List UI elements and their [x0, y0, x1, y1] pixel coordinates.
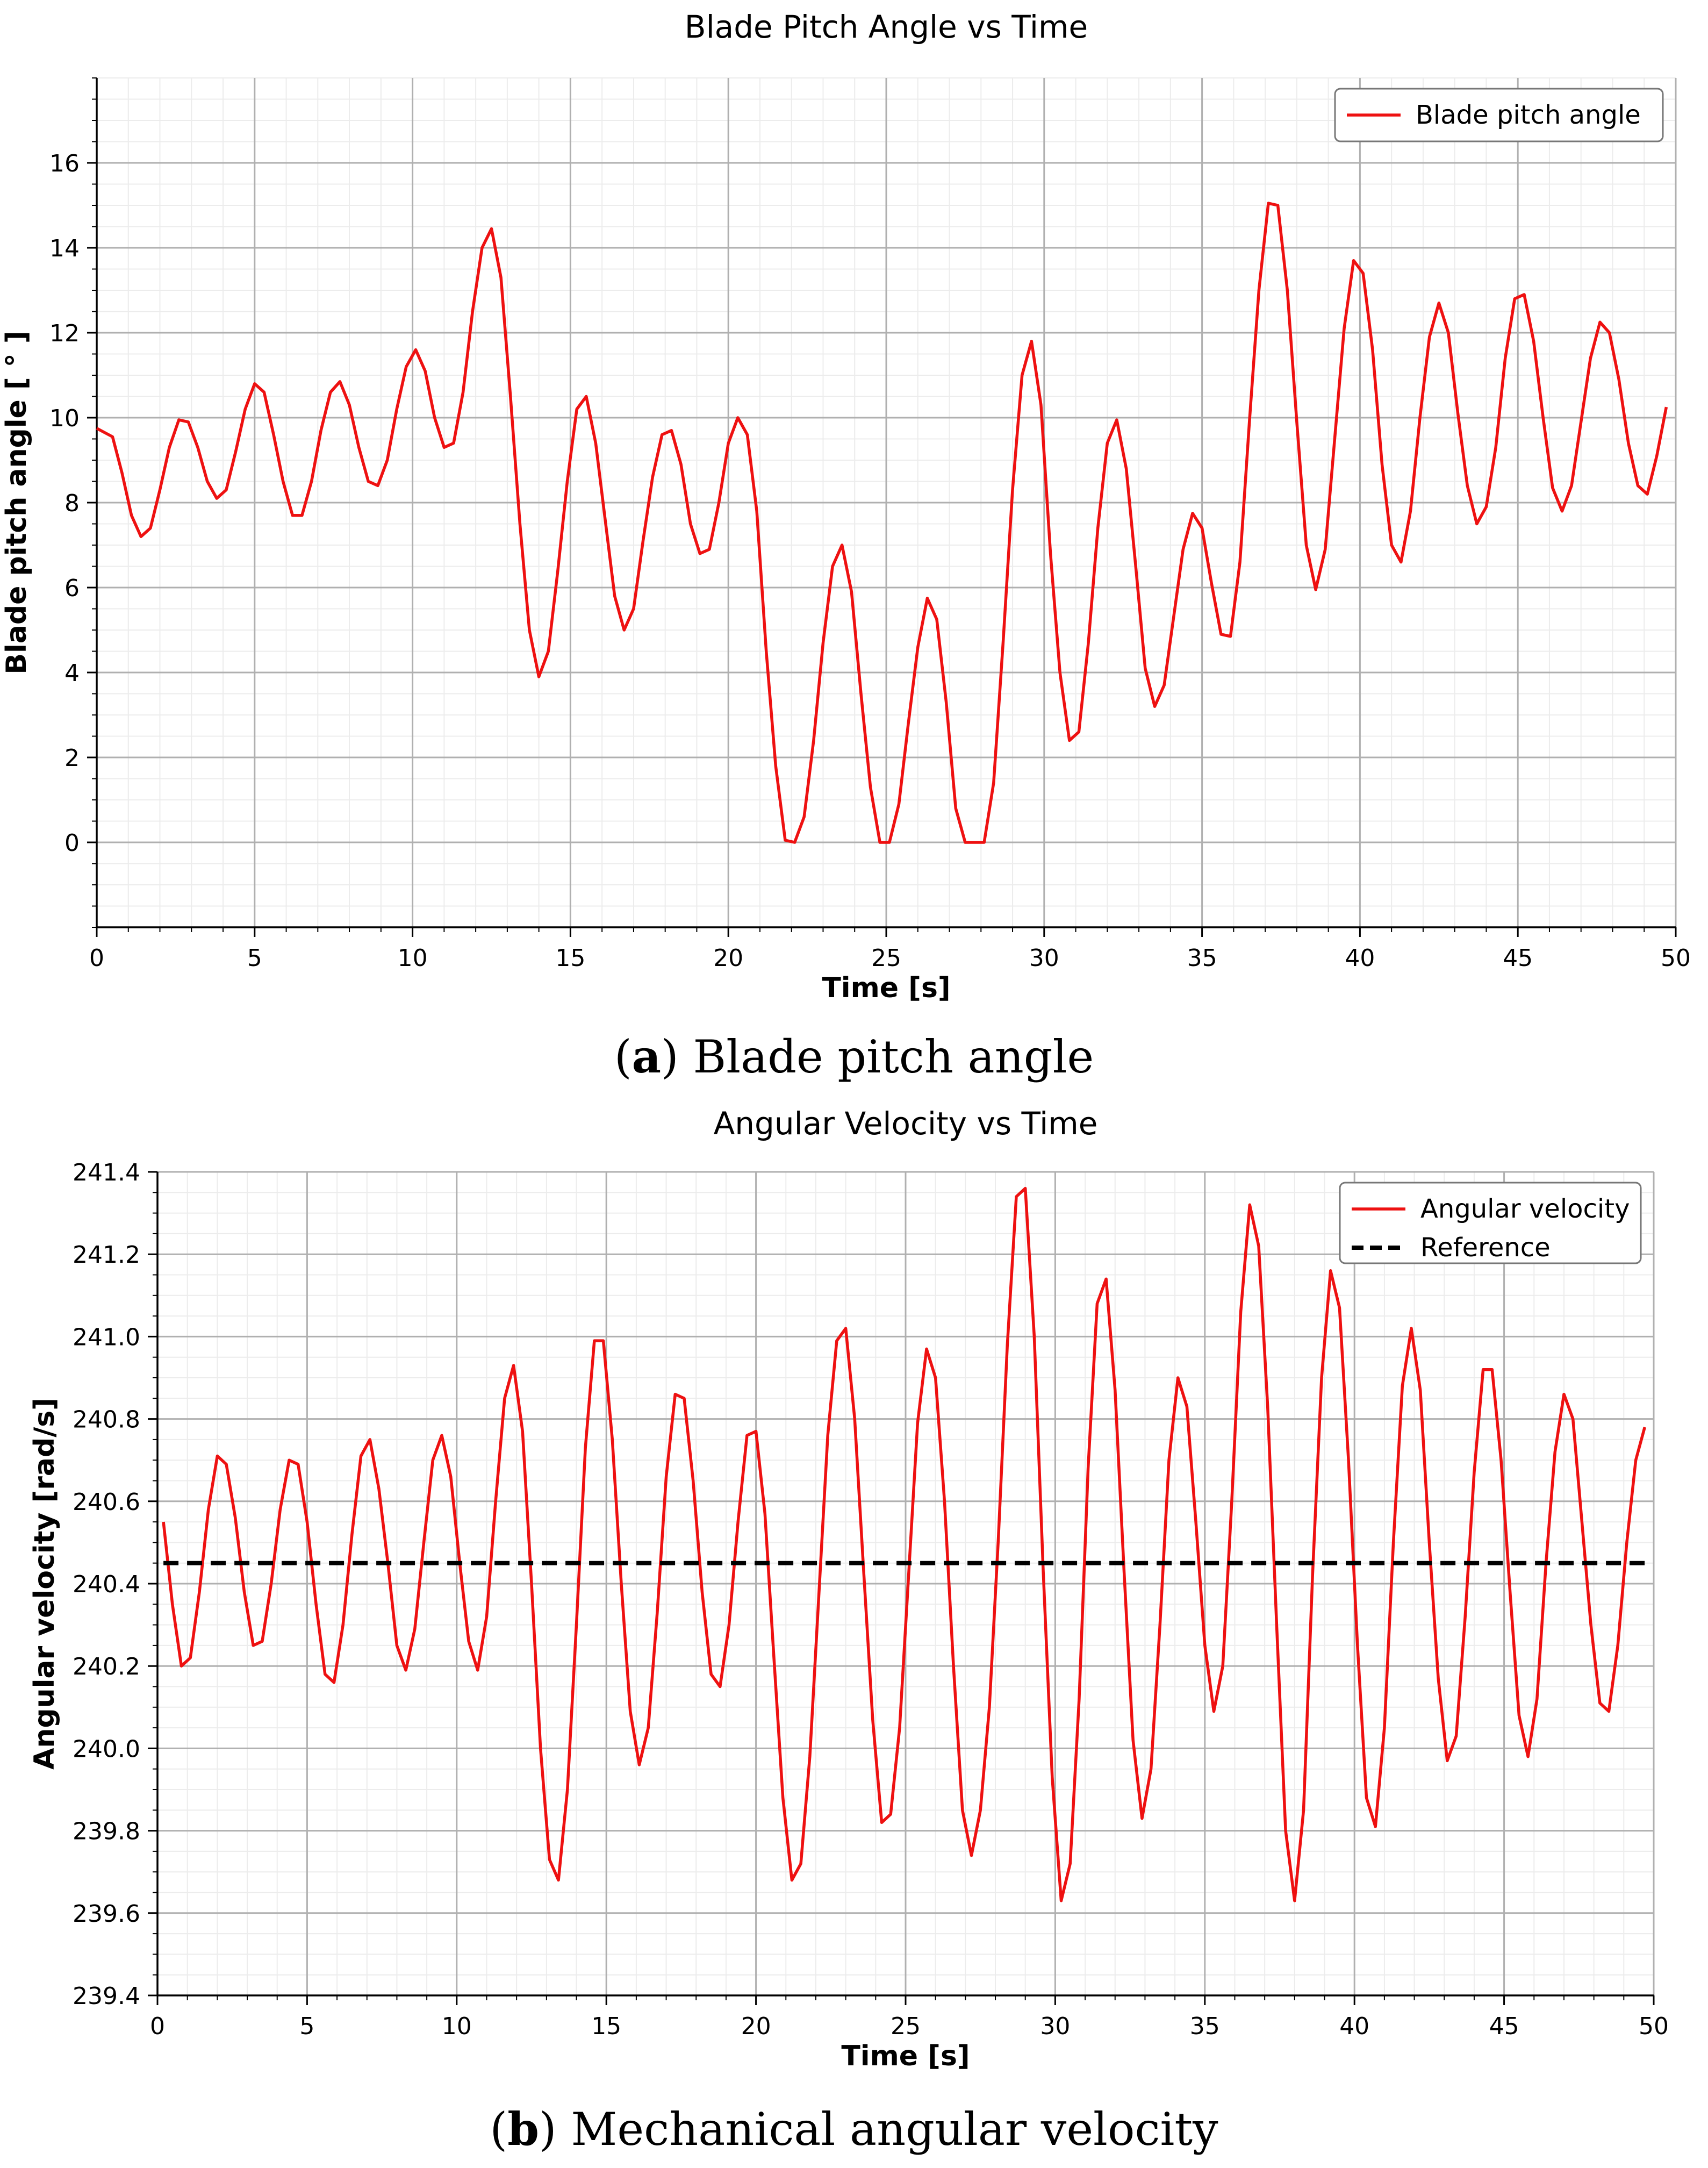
y-tick-label: 241.2	[73, 1241, 140, 1269]
y-tick-label: 239.8	[73, 1818, 140, 1845]
x-tick-label: 15	[591, 2013, 621, 2040]
y-tick-label: 2	[64, 745, 80, 772]
y-tick-label: 4	[64, 660, 80, 687]
x-tick-label: 25	[871, 945, 901, 972]
x-tick-label: 0	[150, 2013, 165, 2040]
x-tick-label: 20	[741, 2013, 771, 2040]
x-tick-label: 5	[247, 945, 262, 972]
y-tick-label: 0	[64, 829, 80, 857]
caption-b-text: Mechanical angular velocity	[557, 2103, 1218, 2156]
y-axis-label: Angular velocity [rad/s]	[28, 1398, 61, 1770]
chart-angular-velocity: 0 5 10 15 20 25 30 35 40 45 50 239.4 239.6 239.8 240.0…	[28, 1105, 1669, 2072]
ticks: 0 5 10 15 20 25 30 35 40 45 50 239.4 239.6 239.8 240.0…	[73, 1159, 1669, 2040]
y-tick-label: 240.6	[73, 1489, 140, 1516]
x-tick-label: 40	[1345, 945, 1375, 972]
y-tick-label: 240.2	[73, 1653, 140, 1680]
y-tick-label: 16	[49, 150, 80, 177]
y-tick-label: 6	[64, 575, 80, 602]
major-grid	[96, 78, 1677, 927]
x-tick-label: 45	[1503, 945, 1533, 972]
x-tick-label: 10	[398, 945, 428, 972]
ticks: 0 5 10 15 20 25 30 35 40 45 50 0 2 4 6 8 10 12 14 16	[49, 77, 1691, 972]
y-tick-label: 12	[49, 320, 80, 347]
caption-b-label: b	[507, 2102, 539, 2156]
y-tick-label: 239.4	[73, 1983, 140, 2010]
y-tick-label: 240.8	[73, 1406, 140, 1434]
y-tick-label: 239.6	[73, 1900, 140, 1928]
caption-b: (b) Mechanical angular velocity	[490, 2102, 1218, 2156]
y-tick-label: 14	[49, 235, 80, 262]
y-tick-label: 241.4	[73, 1159, 140, 1186]
x-tick-label: 0	[89, 945, 104, 972]
y-tick-label: 240.4	[73, 1571, 140, 1598]
legend-label: Angular velocity	[1420, 1194, 1630, 1224]
x-tick-label: 50	[1661, 945, 1691, 972]
legend: Angular velocity Reference	[1339, 1182, 1642, 1264]
legend-label: Blade pitch angle	[1416, 100, 1641, 130]
x-tick-label: 30	[1029, 945, 1059, 972]
x-tick-label: 50	[1639, 2013, 1669, 2040]
x-tick-label: 35	[1187, 945, 1217, 972]
chart-title: Angular Velocity vs Time	[714, 1105, 1098, 1142]
legend-box	[1334, 88, 1664, 142]
x-tick-label: 30	[1040, 2013, 1070, 2040]
x-tick-label: 35	[1190, 2013, 1220, 2040]
caption-a-label: a	[632, 1030, 661, 1083]
x-tick-label: 45	[1489, 2013, 1519, 2040]
x-axis-label: Time [s]	[841, 2040, 970, 2072]
chart-blade-pitch: 0 5 10 15 20 25 30 35 40 45 50 0 2 4 6 8 10 12 14 16 Blade P…	[1, 9, 1691, 1004]
y-tick-label: 8	[64, 490, 80, 517]
x-tick-label: 15	[555, 945, 585, 972]
legend: Blade pitch angle	[1334, 88, 1664, 142]
legend-box	[1339, 1182, 1642, 1264]
caption-a: (a) Blade pitch angle	[614, 1030, 1094, 1083]
x-tick-label: 5	[299, 2013, 314, 2040]
x-axis-label: Time [s]	[822, 972, 950, 1004]
x-tick-label: 25	[891, 2013, 921, 2040]
caption-a-text: Blade pitch angle	[679, 1031, 1094, 1083]
x-tick-label: 20	[713, 945, 743, 972]
legend-label: Reference	[1420, 1233, 1551, 1263]
series-line-primary	[96, 202, 1668, 844]
chart-title: Blade Pitch Angle vs Time	[685, 9, 1088, 45]
x-tick-label: 10	[442, 2013, 472, 2040]
y-tick-label: 240.0	[73, 1735, 140, 1763]
y-axis-label: Blade pitch angle [ ° ]	[1, 331, 33, 674]
y-tick-label: 241.0	[73, 1323, 140, 1351]
series-line-primary	[162, 1186, 1646, 1902]
x-tick-label: 40	[1339, 2013, 1369, 2040]
y-tick-label: 10	[49, 405, 80, 432]
